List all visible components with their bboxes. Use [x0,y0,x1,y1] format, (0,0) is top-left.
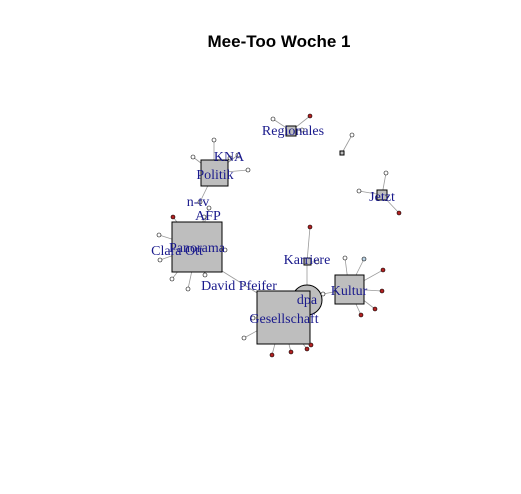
hub-politik [200,159,229,187]
label-clara-ott: Clara Ott [151,244,203,259]
hub-minor [339,150,345,156]
label-dpa: dpa [297,293,318,308]
hub-jetzt [376,189,388,201]
hub-karriere [303,257,312,266]
hub-kultur [334,274,365,305]
hub-regionales [285,125,297,137]
node-labels: Regionales KNA Politik n-tv Jetzt AFP Pa… [151,124,395,327]
leaf-nodes [156,113,402,358]
label-david-pfeifer: David Pfeifer [201,279,277,294]
label-gesellschaft: Gesellschaft [249,312,318,327]
graph-title: Mee-Too Woche 1 [208,32,351,51]
hub-gesellschaft [256,290,311,345]
label-kultur: Kultur [331,284,368,299]
hub-panorama [171,221,223,273]
hub-nodes [171,125,388,345]
label-panorama: Panorama [169,241,226,256]
label-regionales: Regionales [262,124,324,139]
label-jetzt: Jetzt [369,190,395,205]
label-ntv: n-tv [187,195,210,210]
label-karriere: Karriere [284,253,331,268]
label-kna: KNA [214,150,245,165]
label-afp: AFP [195,209,221,224]
label-politik: Politik [196,168,233,183]
